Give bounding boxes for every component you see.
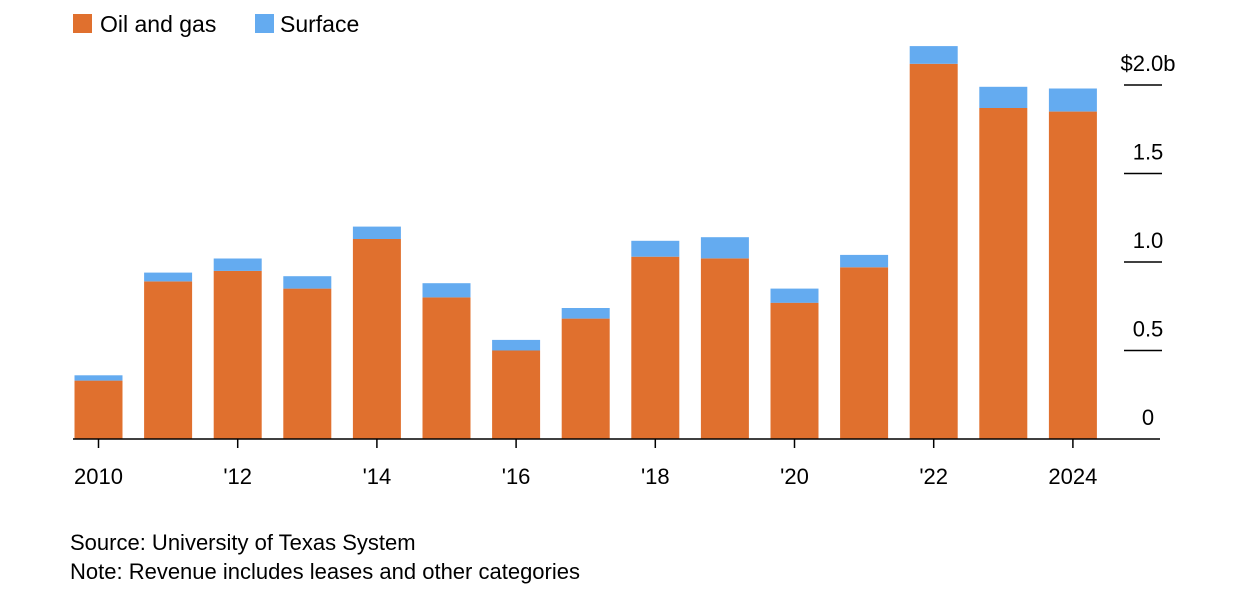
revenue-note: Note: Revenue includes leases and other …: [70, 559, 580, 584]
legend-label-surface: Surface: [280, 11, 359, 37]
y-tick-label: 1.0: [1133, 228, 1164, 253]
bar-surface-2011: [144, 272, 193, 282]
x-tick-label: '22: [919, 464, 948, 489]
x-tick-label: 2010: [74, 464, 123, 489]
bar-surface-2020: [770, 288, 819, 303]
bar-surface-2021: [840, 254, 889, 268]
x-tick-label: '12: [223, 464, 252, 489]
bar-oil-and-gas-2023: [979, 108, 1028, 439]
source-note: Source: University of Texas System: [70, 530, 416, 555]
bar-oil-and-gas-2013: [283, 288, 332, 439]
bar-surface-2014: [352, 226, 401, 239]
legend-swatch-surface: [255, 14, 274, 33]
bar-surface-2012: [213, 258, 262, 271]
bar-oil-and-gas-2022: [909, 63, 958, 440]
y-tick-label: $2.0b: [1120, 51, 1175, 76]
bar-oil-and-gas-2024: [1048, 111, 1097, 439]
x-axis: 2010 '12 '14 '16 '18 '20 '22 2024: [73, 438, 1160, 489]
x-tick-label: '16: [502, 464, 531, 489]
bar-surface-2018: [631, 240, 680, 257]
bar-surface-2013: [283, 276, 332, 289]
legend: Oil and gas Surface: [73, 11, 359, 37]
bar-oil-and-gas-2014: [352, 239, 401, 439]
bar-surface-2022: [909, 46, 958, 64]
y-tick-label: 0: [1142, 405, 1154, 430]
bar-surface-2024: [1048, 88, 1097, 112]
bar-surface-2010: [74, 375, 123, 381]
legend-label-oil-and-gas: Oil and gas: [100, 11, 216, 37]
bar-surface-2017: [561, 308, 610, 319]
legend-swatch-oil-and-gas: [73, 14, 92, 33]
y-axis: 0 0.5 1.0 1.5 $2.0b: [1120, 51, 1175, 430]
bar-oil-and-gas-2015: [422, 297, 471, 439]
bar-oil-and-gas-2012: [213, 270, 262, 440]
y-tick-label: 1.5: [1133, 140, 1164, 165]
bar-oil-and-gas-2016: [492, 350, 541, 439]
bar-oil-and-gas-2018: [631, 256, 680, 439]
x-tick-label: '20: [780, 464, 809, 489]
bar-oil-and-gas-2021: [840, 267, 889, 439]
x-tick-label: 2024: [1048, 464, 1097, 489]
bar-oil-and-gas-2019: [700, 258, 749, 439]
bar-surface-2019: [700, 237, 749, 259]
bar-surface-2023: [979, 86, 1028, 108]
bar-oil-and-gas-2010: [74, 380, 123, 439]
bar-oil-and-gas-2017: [561, 318, 610, 439]
bar-surface-2015: [422, 283, 471, 298]
bar-oil-and-gas-2011: [144, 281, 193, 439]
y-tick-label: 0.5: [1133, 317, 1164, 342]
bar-oil-and-gas-2020: [770, 302, 819, 439]
bars-group: [74, 46, 1097, 440]
x-tick-label: '18: [641, 464, 670, 489]
bar-chart: Oil and gas Surface 0 0.5 1.0 1.5 $2.0b 2010…: [73, 11, 1176, 489]
bar-surface-2016: [492, 339, 541, 351]
x-tick-label: '14: [363, 464, 392, 489]
